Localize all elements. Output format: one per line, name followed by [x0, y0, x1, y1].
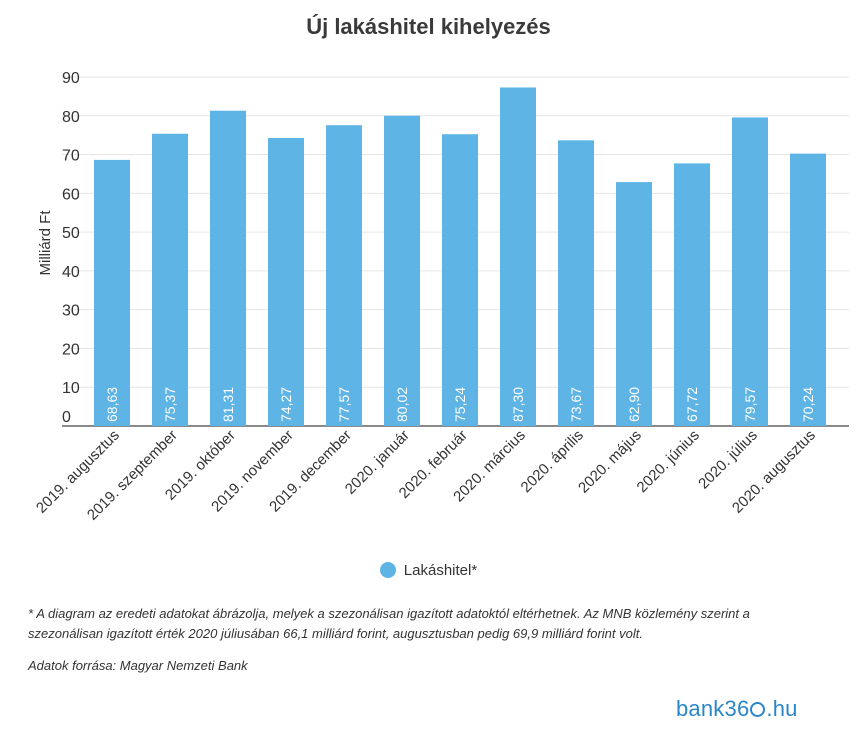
y-tick-label: 70 — [62, 148, 80, 165]
brand-text-start: bank36 — [676, 696, 750, 721]
bar — [732, 117, 768, 426]
data-label: 74,27 — [278, 387, 294, 422]
data-label: 70,24 — [800, 387, 816, 422]
y-tick-label: 20 — [62, 341, 80, 358]
data-label: 80,02 — [394, 387, 410, 422]
bar — [674, 163, 710, 426]
legend-marker — [379, 562, 396, 578]
y-tick-label: 80 — [62, 109, 80, 126]
data-label: 62,90 — [626, 387, 642, 422]
brand-logo: bank36 .hu — [676, 696, 798, 722]
y-tick-label: 0 — [62, 409, 71, 426]
y-axis-title: Milliárd Ft — [37, 210, 54, 276]
footnote: * A diagram az eredeti adatokat ábrázolj… — [28, 606, 750, 641]
source-note: Adatok forrása: Magyar Nemzeti Bank — [28, 658, 248, 673]
brand-text-end: .hu — [766, 696, 798, 721]
bar — [268, 137, 304, 427]
data-label: 73,67 — [568, 387, 584, 422]
data-label: 68,63 — [104, 387, 120, 422]
y-tick-label: 60 — [62, 186, 80, 203]
legend: Lakáshitel* — [0, 562, 857, 579]
bar — [790, 153, 826, 427]
bar — [384, 115, 420, 426]
bar — [616, 182, 652, 426]
y-tick-label: 40 — [62, 264, 80, 281]
data-label: 87,30 — [510, 387, 526, 422]
y-tick-label: 30 — [62, 303, 80, 320]
brand-ring-icon — [750, 702, 766, 717]
data-label: 79,57 — [742, 387, 758, 422]
bar — [442, 134, 478, 426]
bar — [152, 133, 188, 427]
chart-title: Új lakáshitel kihelyezés — [306, 14, 551, 39]
data-label: 81,31 — [220, 387, 236, 422]
legend-label: Lakáshitel* — [403, 562, 478, 579]
bar — [500, 87, 536, 426]
bar — [326, 125, 362, 426]
bar — [210, 110, 246, 427]
x-tick-label: 2020. június — [634, 427, 703, 496]
data-label: 75,24 — [452, 387, 468, 422]
data-label: 75,37 — [162, 387, 178, 422]
bar — [558, 140, 594, 427]
y-tick-label: 10 — [62, 380, 80, 397]
data-label: 67,72 — [684, 387, 700, 422]
data-label: 77,57 — [336, 387, 352, 422]
y-tick-label: 90 — [62, 70, 80, 87]
y-tick-label: 50 — [62, 225, 80, 242]
bar — [94, 159, 130, 427]
